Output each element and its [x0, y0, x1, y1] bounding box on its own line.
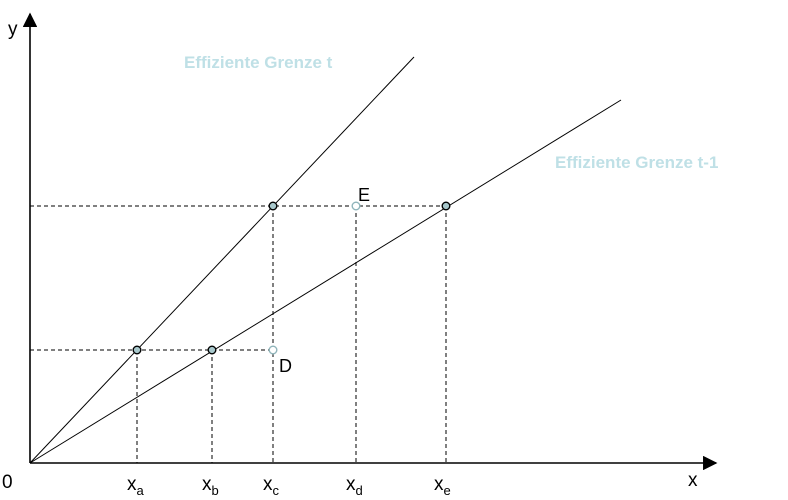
point-frontier-t-high — [268, 201, 278, 211]
point-d-marker — [268, 345, 278, 355]
frontier-t-minus-1-label: Effiziente Grenze t-1 — [555, 153, 718, 172]
point-frontier-t1-low — [207, 345, 217, 355]
frontier-t-line — [29, 56, 415, 464]
tick-xc: xc — [263, 474, 280, 498]
origin-label: 0 — [2, 472, 13, 493]
point-d-label: D — [279, 356, 292, 376]
y-axis-label: y — [8, 19, 18, 40]
point-frontier-t-low — [132, 345, 142, 355]
x-axis-label: x — [688, 470, 698, 491]
tick-xa: xa — [127, 474, 145, 498]
point-e-label: E — [358, 185, 370, 205]
tick-xe: xe — [434, 474, 451, 498]
frontier-t-minus-1-line — [29, 99, 622, 464]
point-e-marker — [351, 201, 361, 211]
tick-xb: xb — [202, 474, 219, 498]
point-frontier-t1-high — [441, 201, 451, 211]
frontier-t-label: Effiziente Grenze t — [184, 53, 333, 72]
tick-xd: xd — [346, 474, 363, 498]
